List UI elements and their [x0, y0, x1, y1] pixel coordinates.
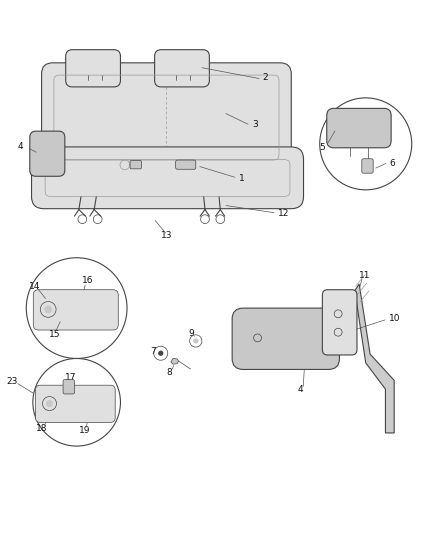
FancyBboxPatch shape: [232, 308, 339, 369]
Circle shape: [158, 351, 163, 356]
FancyBboxPatch shape: [63, 379, 74, 394]
Text: 1: 1: [239, 174, 244, 182]
Polygon shape: [171, 359, 179, 364]
Text: 16: 16: [82, 277, 94, 286]
Text: 7: 7: [150, 346, 155, 356]
FancyBboxPatch shape: [42, 63, 291, 172]
Text: 4: 4: [18, 142, 23, 150]
Text: 12: 12: [278, 209, 290, 219]
Text: 17: 17: [65, 373, 76, 382]
FancyBboxPatch shape: [362, 159, 373, 173]
FancyBboxPatch shape: [176, 160, 196, 169]
Text: 2: 2: [263, 73, 268, 82]
Text: 15: 15: [49, 330, 60, 339]
FancyBboxPatch shape: [30, 131, 65, 176]
Circle shape: [46, 400, 53, 407]
FancyBboxPatch shape: [66, 50, 120, 87]
Text: 3: 3: [252, 119, 258, 128]
FancyBboxPatch shape: [327, 108, 391, 148]
Text: 9: 9: [188, 328, 194, 337]
Text: 14: 14: [28, 282, 40, 290]
Text: 18: 18: [36, 424, 47, 433]
Text: 23: 23: [7, 377, 18, 386]
Text: 8: 8: [166, 368, 172, 377]
Text: 10: 10: [389, 314, 400, 322]
Text: 11: 11: [359, 271, 371, 280]
FancyBboxPatch shape: [32, 147, 304, 209]
Text: 4: 4: [298, 385, 304, 394]
FancyBboxPatch shape: [155, 50, 209, 87]
Circle shape: [193, 338, 198, 344]
FancyBboxPatch shape: [322, 290, 357, 355]
FancyBboxPatch shape: [130, 160, 141, 169]
FancyBboxPatch shape: [35, 385, 115, 423]
FancyBboxPatch shape: [33, 290, 118, 330]
Polygon shape: [355, 284, 394, 433]
Text: 19: 19: [79, 426, 90, 435]
Text: 13: 13: [161, 231, 173, 240]
Text: 5: 5: [319, 143, 325, 152]
Text: 6: 6: [390, 159, 396, 168]
Circle shape: [44, 305, 52, 313]
